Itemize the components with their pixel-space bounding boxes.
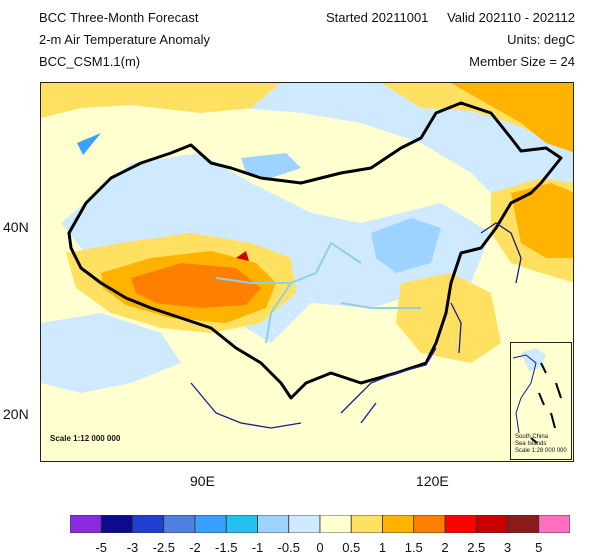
max-anomaly-marker: [236, 251, 249, 261]
south-china-sea-inset: South China Sea Islands Scale 1:28 000 0…: [510, 342, 572, 460]
cool-spot-east: [371, 218, 441, 273]
units-label: Units: degC: [507, 32, 575, 47]
inset-caption-line: South China: [515, 434, 549, 440]
lon-label-120e: 120E: [416, 473, 449, 489]
anomaly-map: Scale 1:12 000 000: [40, 82, 574, 462]
colorbar-tick-label: 2: [441, 540, 449, 555]
inset-coastline: [512, 354, 537, 434]
inset-caption-line: Scale 1:28 000 000: [515, 448, 567, 454]
lon-label-90e: 90E: [190, 473, 215, 489]
colorbar-segment: [319, 515, 352, 533]
model-label: BCC_CSM1.1(m): [39, 54, 141, 69]
cool-zone-southwest: [41, 313, 181, 393]
colorbar-segment: [538, 515, 570, 533]
inset-caption-line: Sea Islands: [515, 441, 547, 447]
forecast-title: BCC Three-Month Forecast: [39, 10, 199, 25]
warm-zone-plateau-core: [131, 263, 261, 308]
inset-dashed-border: [530, 362, 562, 444]
map-canvas: [41, 83, 573, 461]
colorbar-segment: [225, 515, 258, 533]
colorbar-segment: [257, 515, 290, 533]
valid-period-label: Valid 202110 - 202112: [447, 10, 575, 25]
colorbar-tick-label: -2: [189, 540, 201, 555]
colorbar-tick-label: -0.5: [277, 540, 300, 555]
inset-caption: South China Sea Islands Scale 1:28 000 0…: [515, 434, 567, 455]
cold-spot: [77, 133, 101, 155]
colorbar-tick-label: 1.5: [404, 540, 423, 555]
colorbar-tick-label: -3: [126, 540, 139, 555]
colorbar-segment: [132, 515, 165, 533]
colorbar: [70, 515, 570, 533]
lat-label-20n: 20N: [3, 406, 29, 422]
colorbar-segment: [70, 515, 102, 533]
colorbar-tick-label: 5: [535, 540, 543, 555]
colorbar-segment: [350, 515, 383, 533]
colorbar-tick-label: -1.5: [215, 540, 238, 555]
warm-zone-north: [41, 83, 281, 118]
scale-label: Scale 1:12 000 000: [50, 434, 121, 443]
colorbar-tick-label: -2.5: [152, 540, 175, 555]
start-date-label: Started 20211001: [326, 10, 429, 25]
warm-zone-northeast-core: [451, 83, 573, 153]
colorbar-segment: [475, 515, 508, 533]
inset-map: [511, 343, 571, 459]
cool-spot-mongolia: [241, 153, 301, 178]
country-border: [67, 101, 563, 400]
colorbar-segment: [413, 515, 446, 533]
rivers: [215, 241, 421, 344]
member-size-label: Member Size = 24: [469, 54, 575, 69]
colorbar-segment: [194, 515, 227, 533]
warm-zone-southeast: [396, 273, 501, 363]
colorbar-tick-label: -5: [95, 540, 108, 555]
colorbar-tick-label: 1: [378, 540, 387, 555]
colorbar-tick-label: -1: [251, 540, 264, 555]
colorbar-segment: [382, 515, 415, 533]
coastlines: [190, 222, 522, 429]
colorbar-tick-label: 0.5: [342, 540, 361, 555]
variable-label: 2-m Air Temperature Anomaly: [39, 32, 210, 47]
lat-label-40n: 40N: [3, 219, 29, 235]
colorbar-tick-label: 0: [316, 540, 324, 555]
colorbar-segment: [444, 515, 477, 533]
colorbar-tick-label: 3: [503, 540, 512, 555]
cool-zone-central: [61, 153, 491, 343]
colorbar-segment: [288, 515, 321, 533]
colorbar-tick-label: 2.5: [467, 540, 486, 555]
colorbar-segment: [100, 515, 133, 533]
warm-zone-korea-core: [511, 183, 573, 258]
inset-cool-zone: [521, 348, 546, 371]
colorbar-segment: [507, 515, 540, 533]
colorbar-segment: [163, 515, 196, 533]
